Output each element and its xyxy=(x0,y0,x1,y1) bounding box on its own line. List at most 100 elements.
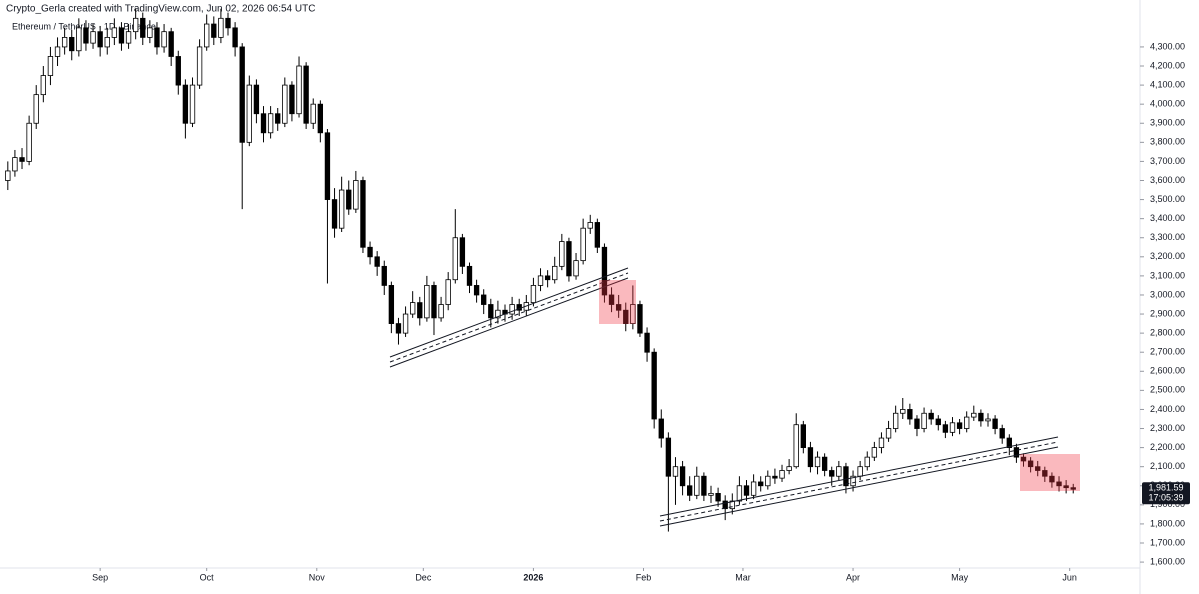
candle-body xyxy=(367,246,373,258)
candle-body xyxy=(758,481,764,487)
candle-body xyxy=(1063,485,1069,489)
candle-body xyxy=(175,56,181,86)
candle-body xyxy=(651,351,657,420)
candle-body xyxy=(850,475,856,487)
candle-body xyxy=(857,466,863,477)
candle-body xyxy=(1006,437,1012,449)
y-tick-label: 4,000.00 xyxy=(1150,99,1185,109)
candle-body xyxy=(679,466,686,487)
candle-body xyxy=(168,31,174,57)
candle-body xyxy=(338,189,345,229)
candle-body xyxy=(630,304,636,324)
y-tick-label: 1,600.00 xyxy=(1150,556,1185,566)
candle-body xyxy=(814,456,821,468)
candle-body xyxy=(509,304,515,315)
candle-body xyxy=(346,189,352,210)
candle-body xyxy=(964,416,970,429)
candle-body xyxy=(61,36,68,48)
candle-body xyxy=(885,428,892,439)
candle-body xyxy=(779,470,785,479)
candle-body xyxy=(743,485,750,496)
candle-body xyxy=(232,27,238,48)
candle-body xyxy=(971,412,977,418)
x-tick-label: Mar xyxy=(735,572,751,582)
candle-body xyxy=(829,470,835,477)
candle-body xyxy=(821,456,828,471)
y-tick-label: 2,100.00 xyxy=(1150,461,1185,471)
candle-body xyxy=(864,456,870,468)
candle-body xyxy=(488,304,494,319)
countdown: 17:05:39 xyxy=(1148,493,1183,503)
highlight-box xyxy=(599,280,636,324)
candle-body xyxy=(353,180,359,210)
candle-body xyxy=(601,246,608,296)
candle-body xyxy=(544,275,551,281)
candle-body xyxy=(76,27,82,52)
candle-body xyxy=(424,285,430,319)
y-tick-label: 1,700.00 xyxy=(1150,537,1185,547)
candle-body xyxy=(125,31,132,44)
candle-body xyxy=(786,466,792,471)
candle-body xyxy=(552,265,558,281)
candle-body xyxy=(147,27,153,38)
candle-body xyxy=(417,302,423,319)
candle-body xyxy=(658,418,664,439)
highlight-box xyxy=(1020,454,1080,491)
x-tick-label: May xyxy=(951,572,969,582)
candle-body xyxy=(19,157,25,162)
y-tick-label: 3,400.00 xyxy=(1150,213,1185,223)
candle-body xyxy=(381,265,387,286)
candle-body xyxy=(750,481,757,496)
candle-body xyxy=(303,65,309,124)
trend-line-mid xyxy=(659,441,1059,522)
candle-body xyxy=(871,447,878,458)
candle-body xyxy=(537,275,544,286)
y-tick-label: 3,900.00 xyxy=(1150,118,1185,128)
candle-body xyxy=(459,237,466,267)
candle-body xyxy=(438,304,444,319)
y-tick-label: 2,400.00 xyxy=(1150,404,1185,414)
candle-body xyxy=(40,75,47,96)
candle-body xyxy=(694,475,700,496)
candle-body xyxy=(182,84,189,124)
x-tick-label: Nov xyxy=(309,572,326,582)
y-tick-label: 3,300.00 xyxy=(1150,232,1185,242)
candle-body xyxy=(47,56,54,76)
candle-body xyxy=(708,492,714,496)
candle-body xyxy=(211,23,217,38)
drawings xyxy=(389,267,1059,527)
candle-body xyxy=(992,418,998,429)
candle-body xyxy=(942,424,949,433)
candle-body xyxy=(914,418,920,429)
candle-body xyxy=(772,475,778,479)
candle-body xyxy=(331,199,338,229)
candle-body xyxy=(715,492,721,502)
candle-body xyxy=(793,424,799,468)
candle-body xyxy=(807,447,814,468)
candle-body xyxy=(843,466,849,487)
candle-body xyxy=(289,84,295,115)
candle-body xyxy=(253,84,260,115)
candle-body xyxy=(736,485,743,502)
candle-body xyxy=(118,27,125,44)
candle-body xyxy=(701,475,707,496)
candle-body xyxy=(566,241,572,277)
y-tick-label: 3,100.00 xyxy=(1150,270,1185,280)
candle-body xyxy=(161,31,167,48)
candle-body xyxy=(97,31,103,48)
y-tick-label: 4,200.00 xyxy=(1150,60,1185,70)
candle-body xyxy=(395,323,402,334)
candle-body xyxy=(1035,466,1041,471)
header: Crypto_Gerla created with TradingView.co… xyxy=(6,4,315,15)
candle-body xyxy=(5,170,11,181)
candle-body xyxy=(260,113,267,134)
x-tick-label: Jun xyxy=(1062,572,1077,582)
y-tick-label: 2,700.00 xyxy=(1150,347,1185,357)
candle-body xyxy=(54,46,61,57)
y-tick-label: 3,700.00 xyxy=(1150,156,1185,166)
candle-body xyxy=(466,265,473,286)
candle-body xyxy=(267,113,274,134)
candle-body xyxy=(360,180,366,248)
y-tick-label: 3,000.00 xyxy=(1150,289,1185,299)
